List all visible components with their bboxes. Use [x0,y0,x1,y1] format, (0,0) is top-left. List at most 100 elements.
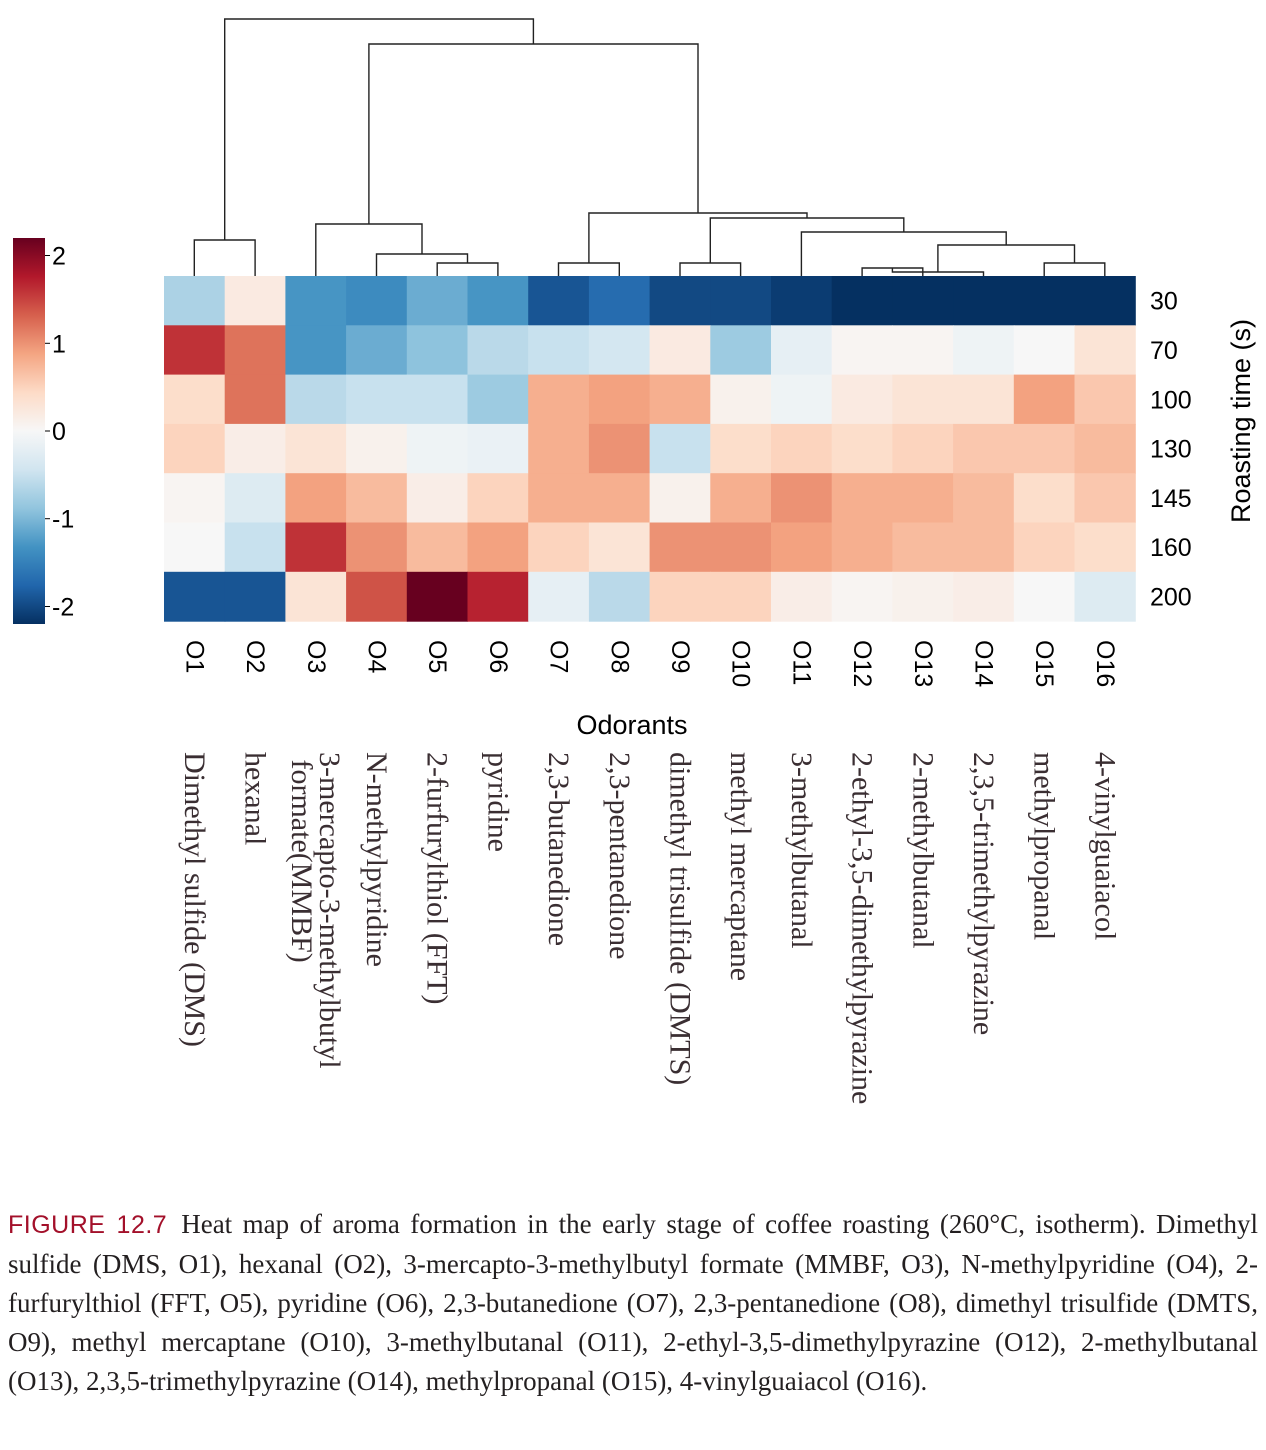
heatmap-cell-100-O5 [406,374,469,425]
heatmap-cell-200-O12 [831,571,893,622]
compound-name-label: 4-vinylguaiacol [1088,752,1121,940]
row-label: 70 [1150,337,1178,365]
heatmap-cell-30-O5 [406,276,469,326]
column-dendrogram [193,18,1106,276]
compound-name-label: methyl mercaptane [724,752,757,981]
heatmap-cell-30-O14 [953,276,1015,326]
heatmap-cell-160-O10 [710,522,772,573]
heatmap-cell-200-O3 [285,571,347,622]
heatmap-cell-145-O15 [1013,473,1076,524]
heatmap-cell-130-O11 [771,423,833,474]
heatmap-cell-100-O9 [649,374,711,425]
heatmap-cell-100-O16 [1074,374,1136,425]
heatmap-cell-200-O13 [892,571,954,622]
heatmap-cell-100-O15 [1013,374,1076,425]
figure-caption: FIGURE 12.7 Heat map of aroma formation i… [8,1205,1258,1401]
heatmap-cell-30-O6 [467,276,529,326]
compound-name-label: 2,3-butanedione [542,752,575,946]
compound-name-label: Dimethyl sulfide (DMS) [178,752,211,1047]
heatmap-cells [164,276,1136,622]
compound-name-label: 2-furfurylthiol (FFT) [421,752,454,1004]
heatmap-cell-70-O16 [1074,325,1136,376]
compound-name-label: methylpropanal [1028,752,1061,940]
heatmap-cell-130-O1 [164,423,226,474]
column-label: O5 [423,640,451,673]
colorbar-tick-label: -2 [52,594,74,622]
compound-name-labels: Dimethyl sulfide (DMS) hexanal 3-mercapto-… [178,752,1122,1104]
heatmap-cell-70-O8 [588,325,651,376]
figure-label: FIGURE 12.7 [8,1211,168,1239]
heatmap-cell-70-O4 [346,325,408,376]
heatmap-cell-200-O7 [528,571,590,622]
heatmap-cell-100-O4 [346,374,408,425]
heatmap-cell-100-O10 [710,374,772,425]
heatmap-cell-160-O16 [1074,522,1136,573]
heatmap-cell-130-O5 [406,423,469,474]
compound-name-label: 2,3-pentanedione [603,752,636,959]
heatmap-cell-70-O14 [953,325,1015,376]
heatmap-cell-70-O6 [467,325,529,376]
heatmap-cell-100-O12 [831,374,893,425]
heatmap-cell-145-O16 [1074,473,1136,524]
heatmap-cell-70-O1 [164,325,226,376]
heatmap-cell-200-O15 [1013,571,1076,622]
heatmap-cell-145-O8 [588,473,651,524]
heatmap-cell-130-O14 [953,423,1015,474]
heatmap-cell-200-O8 [588,571,651,622]
heatmap-cell-200-O2 [224,571,286,622]
colorbar-ticks: 2 1 0 -1 -2 [45,243,74,622]
heatmap-cell-145-O9 [649,473,711,524]
heatmap-cell-130-O10 [710,423,772,474]
column-label: O9 [666,640,694,673]
heatmap-cell-100-O14 [953,374,1015,425]
heatmap-cell-130-O8 [588,423,651,474]
dendrogram-link [588,212,808,263]
colorbar-tick-label: 0 [52,418,66,446]
heatmap-cell-160-O8 [588,522,651,573]
heatmap-cell-30-O15 [1013,276,1076,326]
heatmap-cell-30-O11 [771,276,833,326]
heatmap-cell-160-O2 [224,522,286,573]
heatmap-cell-200-O6 [467,571,529,622]
heatmap-cell-30-O12 [831,276,893,326]
heatmap-cell-30-O10 [710,276,772,326]
column-label: O4 [363,640,391,673]
heatmap-cell-70-O9 [649,325,711,376]
heatmap-cell-160-O6 [467,522,529,573]
heatmap-cell-70-O11 [771,325,833,376]
heatmap-cell-145-O10 [710,473,772,524]
heatmap-cell-160-O7 [528,522,590,573]
heatmap-cell-160-O5 [406,522,469,573]
heatmap-cell-30-O9 [649,276,711,326]
row-label: 160 [1150,534,1192,562]
heatmap-cell-145-O13 [892,473,954,524]
row-label: 30 [1150,288,1178,316]
column-label: O3 [302,640,330,673]
heatmap-cell-30-O1 [164,276,226,326]
heatmap-cell-70-O2 [224,325,286,376]
heatmap-cell-130-O12 [831,423,893,474]
heatmap-cell-160-O11 [771,522,833,573]
heatmap-cell-100-O11 [771,374,833,425]
column-label: O1 [180,640,208,673]
y-axis-label: Roasting time (s) [1226,319,1256,523]
compound-name-label: 2,3,5-trimethylpyrazine [967,752,1000,1035]
heatmap-cell-70-O5 [406,325,469,376]
column-label: O7 [545,640,573,673]
column-label: O13 [909,640,937,687]
heatmap-cell-130-O2 [224,423,286,474]
dendrogram-link [1043,262,1106,276]
heatmap-cell-100-O1 [164,374,226,425]
heatmap-cell-130-O3 [285,423,347,474]
heatmap-cell-100-O13 [892,374,954,425]
colorbar-tick-label: 1 [52,330,66,358]
column-labels: O1 O2 O3 O4 O5 O6 O7 O8 O9 O10 O11 O12 O13 O14 O15 O16 [180,640,1119,687]
compound-name-label: 3-mercapto-3-methylbutyl formate(MMBF) [285,752,346,1069]
heatmap-cell-200-O14 [953,571,1015,622]
heatmap-cell-70-O12 [831,325,893,376]
colorbar [13,238,45,624]
heatmap-cell-160-O4 [346,522,408,573]
heatmap-cell-145-O14 [953,473,1015,524]
column-label: O6 [484,640,512,673]
heatmap-cell-130-O16 [1074,423,1136,474]
